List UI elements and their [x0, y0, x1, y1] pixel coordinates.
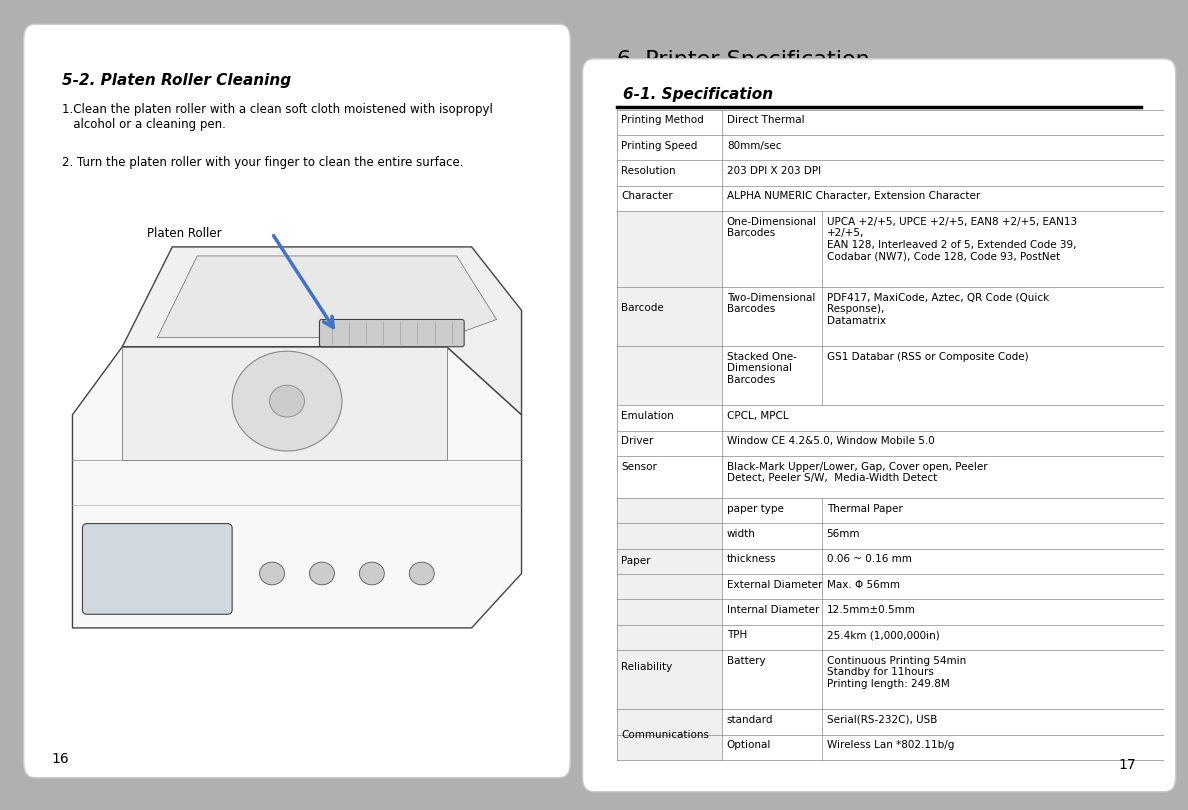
Text: Barcode: Barcode: [621, 303, 664, 313]
Text: 80mm/sec: 80mm/sec: [727, 140, 782, 151]
Text: Emulation: Emulation: [621, 411, 674, 421]
Text: 0.06 ~ 0.16 mm: 0.06 ~ 0.16 mm: [827, 554, 911, 565]
Text: 1.Clean the platen roller with a clean soft cloth moistened with isopropyl
   al: 1.Clean the platen roller with a clean s…: [62, 104, 493, 131]
Text: Continuous Printing 54min
Standby for 11hours
Printing length: 249.8M: Continuous Printing 54min Standby for 11…: [827, 656, 966, 689]
Text: Max. Φ 56mm: Max. Φ 56mm: [827, 580, 899, 590]
Text: ALPHA NUMERIC Character, Extension Character: ALPHA NUMERIC Character, Extension Chara…: [727, 191, 980, 201]
Polygon shape: [122, 347, 447, 460]
Text: TPH: TPH: [727, 630, 747, 641]
Text: paper type: paper type: [727, 504, 784, 514]
Text: PDF417, MaxiCode, Aztec, QR Code (Quick
Response),
Datamatrix: PDF417, MaxiCode, Aztec, QR Code (Quick …: [827, 292, 1049, 326]
Circle shape: [259, 562, 284, 585]
Text: Driver: Driver: [621, 436, 653, 446]
Text: Thermal Paper: Thermal Paper: [827, 504, 903, 514]
Text: Character: Character: [621, 191, 674, 201]
Text: Two-Dimensional
Barcodes: Two-Dimensional Barcodes: [727, 292, 815, 314]
Circle shape: [270, 386, 304, 417]
Text: Window CE 4.2&5.0, Window Mobile 5.0: Window CE 4.2&5.0, Window Mobile 5.0: [727, 436, 935, 446]
Text: Battery: Battery: [727, 656, 765, 666]
Text: Reliability: Reliability: [621, 662, 672, 672]
Text: standard: standard: [727, 715, 773, 725]
FancyBboxPatch shape: [24, 24, 570, 778]
Text: 5-2. Platen Roller Cleaning: 5-2. Platen Roller Cleaning: [62, 73, 291, 88]
Text: Platen Roller: Platen Roller: [147, 227, 222, 240]
Bar: [617, 625, 722, 710]
Text: Internal Diameter: Internal Diameter: [727, 605, 820, 615]
Text: Wireless Lan *802.11b/g: Wireless Lan *802.11b/g: [827, 740, 954, 750]
Text: Resolution: Resolution: [621, 166, 676, 176]
Text: Black-Mark Upper/Lower, Gap, Cover open, Peeler
Detect, Peeler S/W,  Media-Width: Black-Mark Upper/Lower, Gap, Cover open,…: [727, 462, 987, 483]
Polygon shape: [122, 247, 522, 415]
Text: width: width: [727, 529, 756, 539]
Polygon shape: [157, 256, 497, 338]
Text: Sensor: Sensor: [621, 462, 657, 471]
Text: thickness: thickness: [727, 554, 777, 565]
Text: Direct Thermal: Direct Thermal: [727, 115, 804, 126]
Text: Communications: Communications: [621, 730, 709, 740]
Circle shape: [309, 562, 334, 585]
Text: Printing Speed: Printing Speed: [621, 140, 697, 151]
Bar: [617, 498, 722, 625]
FancyBboxPatch shape: [582, 59, 1176, 791]
Text: 56mm: 56mm: [827, 529, 860, 539]
Text: 203 DPI X 203 DPI: 203 DPI X 203 DPI: [727, 166, 821, 176]
Text: Printing Method: Printing Method: [621, 115, 704, 126]
Text: 6. Printer Specification: 6. Printer Specification: [617, 50, 870, 70]
Text: 16: 16: [51, 752, 69, 766]
Circle shape: [409, 562, 434, 585]
Text: 6-1. Specification: 6-1. Specification: [623, 87, 772, 102]
Bar: [617, 710, 722, 760]
Bar: [617, 211, 722, 405]
Polygon shape: [72, 347, 522, 628]
FancyBboxPatch shape: [320, 319, 465, 347]
Text: 17: 17: [1118, 758, 1136, 772]
Text: Optional: Optional: [727, 740, 771, 750]
Text: 2. Turn the platen roller with your finger to clean the entire surface.: 2. Turn the platen roller with your fing…: [62, 156, 463, 169]
Circle shape: [232, 352, 342, 451]
Text: Serial(RS-232C), USB: Serial(RS-232C), USB: [827, 715, 937, 725]
Text: CPCL, MPCL: CPCL, MPCL: [727, 411, 789, 421]
Text: One-Dimensional
Barcodes: One-Dimensional Barcodes: [727, 216, 817, 238]
FancyBboxPatch shape: [82, 523, 232, 614]
Text: External Diameter: External Diameter: [727, 580, 822, 590]
Text: 25.4km (1,000,000in): 25.4km (1,000,000in): [827, 630, 940, 641]
Text: Stacked One-
Dimensional
Barcodes: Stacked One- Dimensional Barcodes: [727, 352, 797, 385]
Text: 12.5mm±0.5mm: 12.5mm±0.5mm: [827, 605, 916, 615]
Text: GS1 Databar (RSS or Composite Code): GS1 Databar (RSS or Composite Code): [827, 352, 1029, 362]
Text: UPCA +2/+5, UPCE +2/+5, EAN8 +2/+5, EAN13
+2/+5,
EAN 128, Interleaved 2 of 5, Ex: UPCA +2/+5, UPCE +2/+5, EAN8 +2/+5, EAN1…: [827, 216, 1076, 262]
Text: Paper: Paper: [621, 556, 651, 566]
Circle shape: [359, 562, 384, 585]
